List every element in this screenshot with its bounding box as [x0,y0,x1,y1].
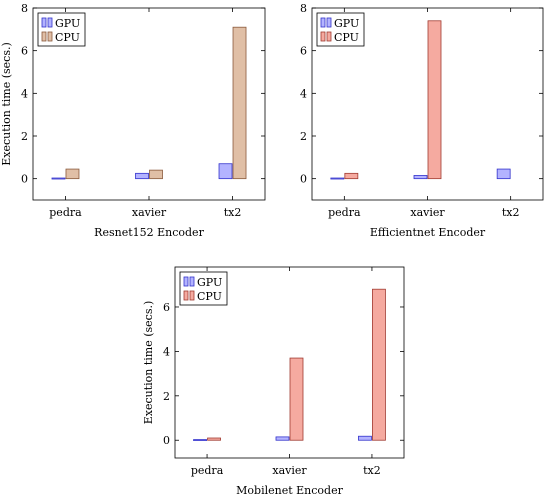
y-tick-label: 0 [300,173,307,186]
bar-cpu-pedra [65,168,80,180]
legend-swatch-gpu [189,276,195,287]
chart-caption: Efficientnet Encoder [370,226,486,239]
y-tick-label: 6 [163,301,170,314]
x-tick-label: xavier [272,464,307,477]
x-tick-label: pedra [49,206,82,219]
bar-cpu-xavier [149,169,163,180]
bar-cpu-pedra [207,437,221,441]
legend-swatch-gpu [47,17,53,28]
legend-swatch-gpu [41,17,47,28]
y-tick-label: 2 [21,130,28,143]
bar-cpu-xavier [427,20,442,180]
y-tick-label: 4 [300,87,307,100]
y-tick-label: 2 [300,130,307,143]
x-tick-label: tx2 [363,464,381,477]
legend-swatch-cpu [189,290,195,301]
legend-swatch-cpu [47,31,53,42]
y-tick-label: 4 [163,345,170,358]
x-tick-label: pedra [191,464,224,477]
x-tick-label: tx2 [502,206,520,219]
legend-swatch-gpu [326,17,332,28]
bar-cpu-pedra [344,172,359,180]
legend-label-gpu: GPU [197,276,222,289]
legend-label-cpu: CPU [334,31,359,44]
bar-gpu-pedra [193,439,207,441]
bar-gpu-xavier [413,175,428,180]
legend-swatch-gpu [183,276,189,287]
bar-gpu-tx2 [358,435,372,441]
y-tick-label: 6 [300,45,307,58]
legend-swatch-gpu [320,17,326,28]
y-tick-label: 8 [21,2,28,15]
chart-caption: Resnet152 Encoder [94,226,204,239]
x-tick-label: xavier [132,206,167,219]
y-tick-label: 8 [300,2,307,15]
y-tick-label: 4 [21,87,28,100]
legend-swatch-cpu [320,31,326,42]
bar-cpu-tx2 [372,288,386,441]
legend-swatch-cpu [41,31,47,42]
y-tick-label: 0 [163,434,170,447]
bar-gpu-pedra [330,177,345,180]
bar-cpu-xavier [289,357,304,441]
bar-gpu-xavier [135,172,149,180]
bar-gpu-pedra [51,177,66,180]
x-tick-label: xavier [410,206,445,219]
legend-label-gpu: GPU [55,17,80,30]
y-tick-label: 2 [163,390,170,403]
x-tick-label: pedra [328,206,361,219]
y-axis-label: Execution time (secs.) [142,301,155,425]
bar-cpu-tx2 [232,26,247,180]
y-tick-label: 0 [21,173,28,186]
y-axis-label: Execution time (secs.) [0,42,13,166]
x-tick-label: tx2 [224,206,242,219]
bar-gpu-tx2 [496,168,511,180]
chart-caption: Mobilenet Encoder [236,484,343,497]
bar-gpu-tx2 [218,163,233,180]
legend-swatch-cpu [183,290,189,301]
bar-gpu-xavier [275,436,290,441]
legend-label-gpu: GPU [334,17,359,30]
legend-label-cpu: CPU [197,290,222,303]
legend-label-cpu: CPU [55,31,80,44]
legend-swatch-cpu [326,31,332,42]
y-tick-label: 6 [21,45,28,58]
